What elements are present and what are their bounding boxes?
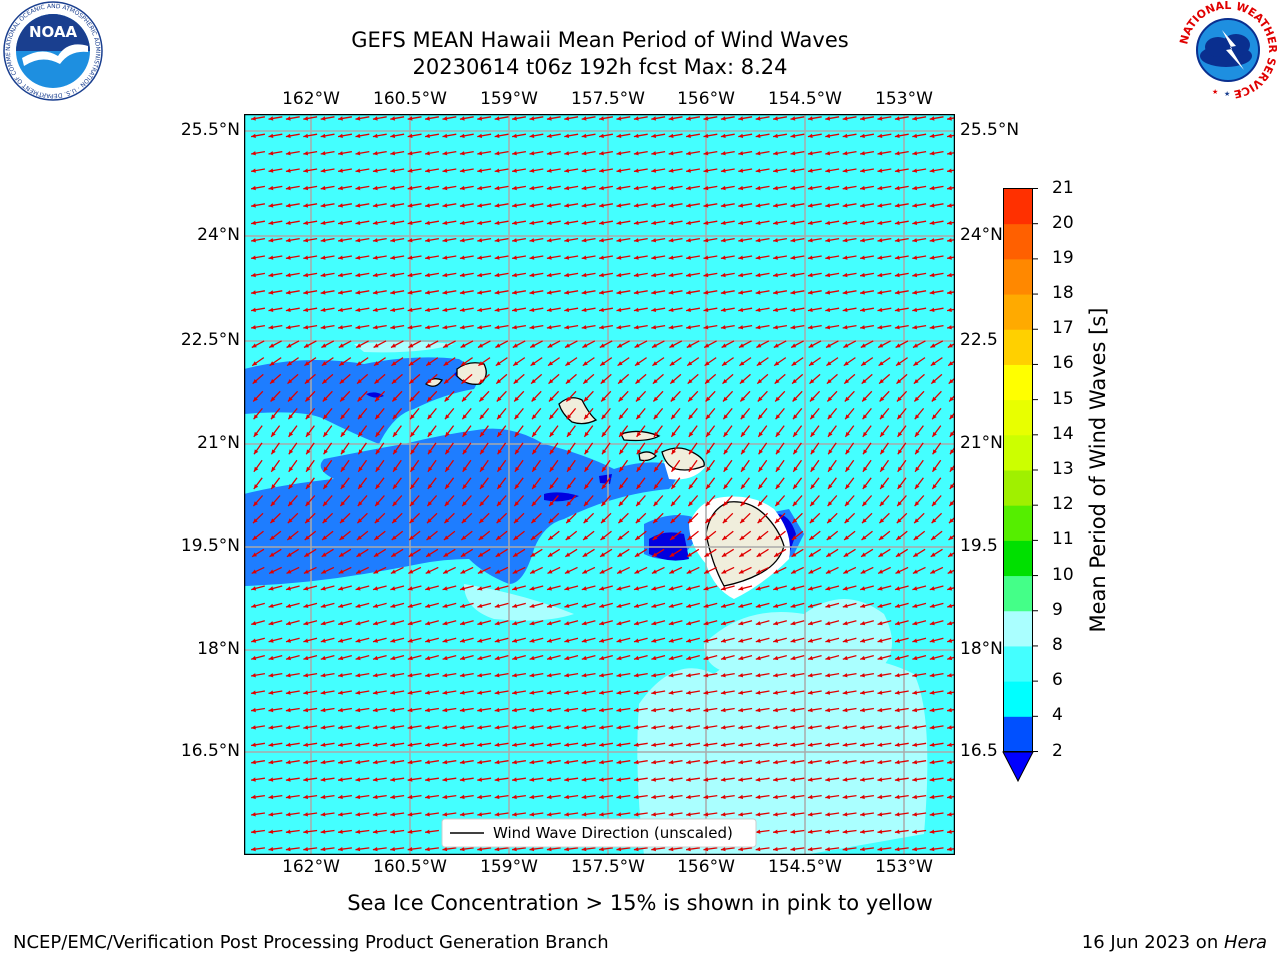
wave-period-map: Wind Wave Direction (unscaled): [244, 114, 955, 855]
lat-label-right: 24°N: [960, 225, 1003, 245]
svg-text:★: ★: [1236, 88, 1242, 96]
island-big-island: [705, 501, 785, 587]
colorbar-segment: [1003, 681, 1033, 717]
lon-label: 159°W: [480, 857, 538, 877]
wind-wave-arrows: [250, 116, 955, 852]
sea-ice-note: Sea Ice Concentration > 15% is shown in …: [347, 891, 933, 915]
colorbar-tick-label: 2: [1052, 740, 1063, 761]
footer-credit: NCEP/EMC/Verification Post Processing Pr…: [13, 932, 609, 953]
colorbar-tick-label: 10: [1052, 564, 1074, 585]
map-legend: Wind Wave Direction (unscaled): [441, 818, 757, 848]
colorbar-segment: [1003, 716, 1033, 752]
lon-label: 156°W: [677, 89, 735, 109]
colorbar-segment: [1003, 364, 1033, 401]
colorbar-tick-label: 16: [1052, 353, 1074, 374]
island-lanai: [638, 451, 657, 462]
noaa-logo-icon: NATIONAL OCEANIC AND ATMOSPHERIC ADMINIS…: [2, 0, 103, 101]
lon-label: 159°W: [480, 89, 538, 109]
lon-label: 154.5°W: [768, 857, 842, 877]
lon-label: 154.5°W: [768, 89, 842, 109]
arrow-shafts: [250, 116, 955, 851]
colorbar-tick-label: 6: [1052, 670, 1063, 691]
svg-text:★: ★: [1212, 88, 1218, 96]
colorbar-segment: [1003, 540, 1033, 577]
lon-label: 157.5°W: [571, 857, 645, 877]
colorbar-segment: [1003, 258, 1033, 295]
lat-label-left: 21°N: [197, 433, 240, 453]
colorbar-tick-label: 12: [1052, 494, 1074, 515]
colorbar-segment: [1003, 610, 1033, 647]
footer-date-text: 16 Jun 2023 on: [1081, 932, 1224, 953]
footer-date: 16 Jun 2023 on Hera: [1082, 932, 1267, 953]
colorbar-tick-label: 18: [1052, 283, 1074, 304]
colorbar-segment: [1003, 470, 1033, 506]
colorbar-tick-label: 11: [1052, 529, 1074, 550]
colorbar-segment: [1003, 294, 1033, 330]
island-molokai: [620, 430, 661, 442]
lat-label-left: 19.5°N: [180, 536, 240, 556]
colorbar-tick-label: 9: [1052, 599, 1063, 620]
lon-label: 160.5°W: [373, 857, 447, 877]
colorbar-tick-label: 19: [1052, 247, 1074, 268]
lat-label-right: 25.5°N: [960, 120, 1020, 140]
lat-label-left: 22.5°N: [180, 330, 240, 350]
colorbar-segment: [1003, 188, 1033, 225]
colorbar-tick-label: 21: [1052, 177, 1074, 198]
chart-title: GEFS MEAN Hawaii Mean Period of Wind Wav…: [351, 28, 849, 52]
colorbar: [1002, 188, 1038, 783]
lon-label: 156°W: [677, 857, 735, 877]
colorbar-tick-label: 8: [1052, 634, 1063, 655]
colorbar-segment: [1003, 223, 1033, 260]
lon-label: 153°W: [875, 857, 933, 877]
legend-text: Wind Wave Direction (unscaled): [493, 824, 733, 842]
colorbar-segment: [1003, 645, 1033, 682]
nws-logo-icon: NATIONAL WEATHER SERVICE ★ ★ ★: [1178, 0, 1278, 100]
colorbar-tick-label: 20: [1052, 212, 1074, 233]
lat-label-left: 16.5°N: [180, 741, 240, 761]
lat-label-right: 22.5: [960, 330, 998, 350]
lat-label-right: 21°N: [960, 433, 1003, 453]
lon-label: 162°W: [282, 857, 340, 877]
colorbar-segment: [1003, 329, 1033, 365]
lat-label-right: 19.5: [960, 536, 998, 556]
colorbar-tick-label: 17: [1052, 318, 1074, 339]
colorbar-segment: [1003, 575, 1033, 612]
colorbar-label: Mean Period of Wind Waves [s]: [1086, 307, 1110, 633]
colorbar-tick-label: 15: [1052, 388, 1074, 409]
lat-label-left: 25.5°N: [180, 120, 240, 140]
gridlines: [244, 114, 955, 855]
lat-label-right: 18°N: [960, 639, 1003, 659]
colorbar-tick-label: 13: [1052, 459, 1074, 479]
map-frame: [244, 114, 955, 855]
lat-label-left: 18°N: [197, 639, 240, 659]
lat-label-left: 24°N: [197, 225, 240, 245]
chart-subtitle: 20230614 t06z 192h fcst Max: 8.24: [412, 55, 788, 79]
colorbar-tick-label: 4: [1052, 705, 1063, 726]
footer-host: Hera: [1223, 932, 1267, 953]
colorbar-segment: [1003, 434, 1033, 471]
lon-label: 153°W: [875, 89, 933, 109]
lon-label: 157.5°W: [571, 89, 645, 109]
lon-label: 160.5°W: [373, 89, 447, 109]
colorbar-segment: [1003, 505, 1033, 541]
colorbar-segment: [1003, 399, 1033, 436]
noaa-logo-text: NOAA: [29, 23, 78, 41]
colorbar-under-arrow: [1002, 751, 1034, 783]
colorbar-tick-label: 14: [1052, 423, 1074, 444]
lon-label: 162°W: [282, 89, 340, 109]
svg-text:★: ★: [1224, 90, 1230, 98]
lat-label-right: 16.5: [960, 741, 998, 761]
